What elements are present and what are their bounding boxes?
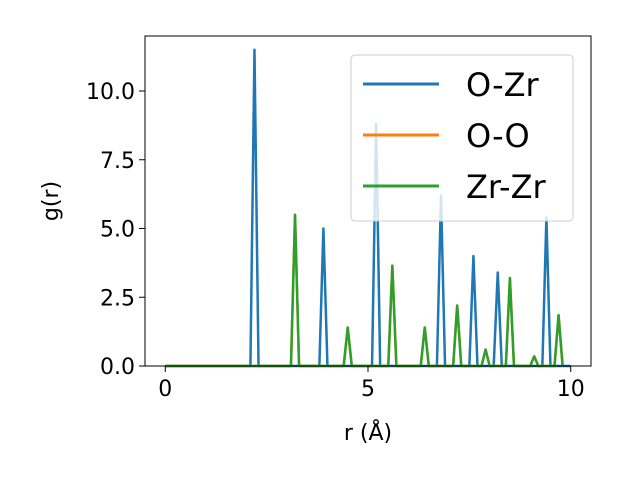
x-tick-label-0: 0 <box>158 377 172 402</box>
legend-label-o-zr: O-Zr <box>466 66 540 104</box>
series-line-zr-zr <box>165 213 564 368</box>
x-axis-label: r (Å) <box>344 419 392 446</box>
x-tick-label-2: 10 <box>557 377 585 402</box>
axis-layer: 0 5 10 0.0 2.5 5.0 7.5 10.0 <box>86 80 585 402</box>
legend-label-zr-zr: Zr-Zr <box>466 168 547 206</box>
y-axis-label: g(r) <box>39 181 64 221</box>
y-tick-label-1: 2.5 <box>100 286 135 311</box>
x-tick-label-1: 5 <box>361 377 375 402</box>
y-tick-label-2: 5.0 <box>100 218 135 243</box>
legend-label-o-o: O-O <box>466 117 530 155</box>
legend-frame <box>350 54 574 222</box>
series-line-o-o <box>165 213 564 368</box>
y-tick-label-3: 7.5 <box>100 149 135 174</box>
y-tick-label-0: 0.0 <box>100 355 135 380</box>
y-tick-label-4: 10.0 <box>86 80 135 105</box>
legend: O-Zr O-O Zr-Zr <box>350 54 574 222</box>
